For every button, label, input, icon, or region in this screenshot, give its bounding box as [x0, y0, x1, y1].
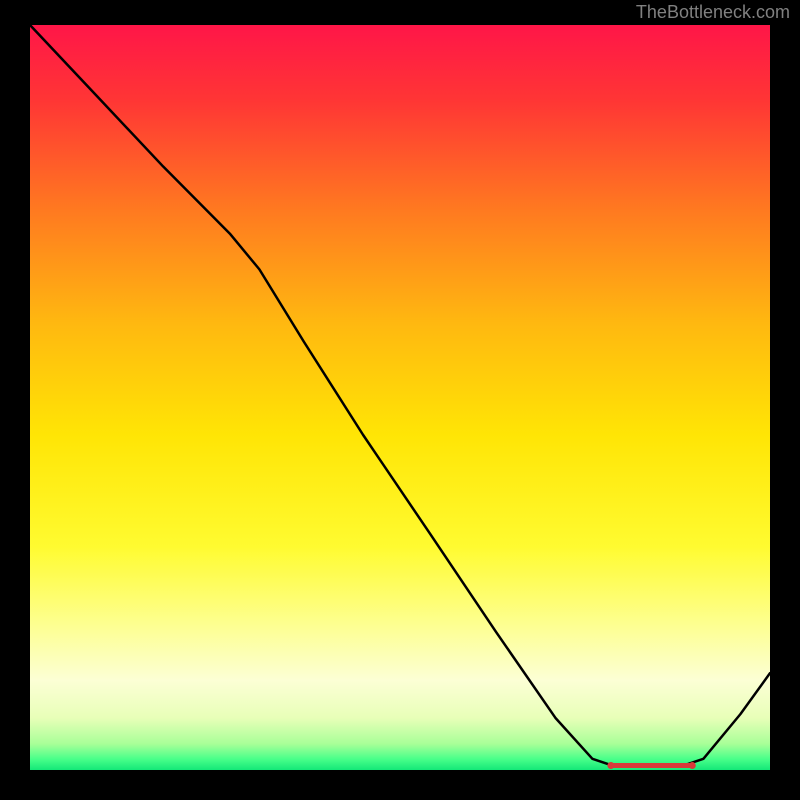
watermark-text: TheBottleneck.com	[636, 2, 790, 23]
chart-marker-band	[607, 762, 695, 769]
chart-svg	[30, 25, 770, 770]
chart-plot-area	[30, 25, 770, 770]
chart-gradient-background	[30, 25, 770, 770]
